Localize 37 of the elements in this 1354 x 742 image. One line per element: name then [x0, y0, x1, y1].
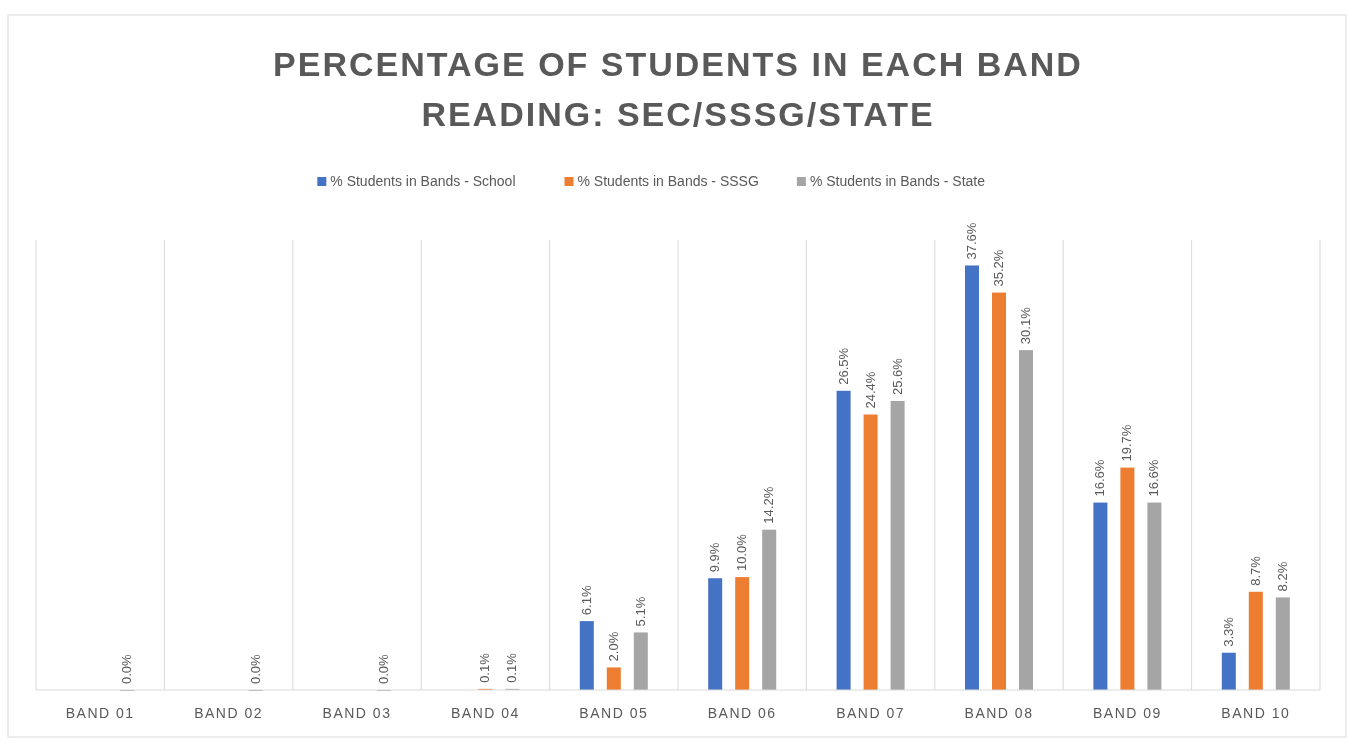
- data-label: 10.0%: [734, 533, 750, 572]
- data-label: 8.7%: [1247, 555, 1263, 586]
- data-label: 24.4%: [862, 371, 878, 409]
- x-tick-label: BAND 01: [65, 705, 135, 721]
- data-label: 9.9%: [707, 542, 723, 573]
- data-label: 0.0%: [119, 653, 135, 684]
- chart-title: PERCENTAGE OF STUDENTS IN EACH BAND READING: SEC/SSSG/STATE: [273, 45, 1083, 133]
- data-label: 3.3%: [1220, 616, 1236, 647]
- data-label: 37.6%: [964, 222, 979, 260]
- x-tick-label: BAND 08: [964, 705, 1034, 721]
- data-label: 5.1%: [632, 596, 648, 627]
- data-label: 19.7%: [1119, 424, 1135, 462]
- x-tick-label: BAND 06: [707, 705, 777, 721]
- data-label: 2.0%: [605, 631, 621, 662]
- data-label: 14.2%: [761, 486, 777, 524]
- legend-label: % Students in Bands - SSSG: [577, 173, 759, 189]
- legend-label: % Students in Bands - State: [809, 173, 986, 189]
- data-label: 30.1%: [1018, 306, 1033, 345]
- data-label: 0.1%: [504, 652, 520, 683]
- data-label: 35.2%: [991, 249, 1006, 287]
- x-tick-label: BAND 02: [194, 705, 264, 721]
- x-tick-label: BAND 07: [836, 705, 906, 721]
- x-tick-label: BAND 09: [1092, 705, 1162, 721]
- x-tick-label: BAND 05: [579, 705, 649, 721]
- data-label: 0.0%: [247, 653, 263, 684]
- data-label: 25.6%: [889, 357, 905, 395]
- data-label: 16.6%: [1092, 459, 1108, 497]
- data-label: 26.5%: [835, 347, 851, 385]
- data-label: 8.2%: [1274, 561, 1290, 592]
- data-label: 16.6%: [1146, 459, 1162, 497]
- data-label: 0.1%: [477, 652, 493, 683]
- x-tick-label: BAND 04: [450, 705, 520, 721]
- x-tick-label: BAND 03: [322, 705, 392, 721]
- legend-label: % Students in Bands - School: [330, 173, 516, 189]
- x-tick-label: BAND 10: [1221, 705, 1291, 721]
- data-label: 0.0%: [376, 653, 391, 684]
- data-label: 6.1%: [578, 585, 594, 616]
